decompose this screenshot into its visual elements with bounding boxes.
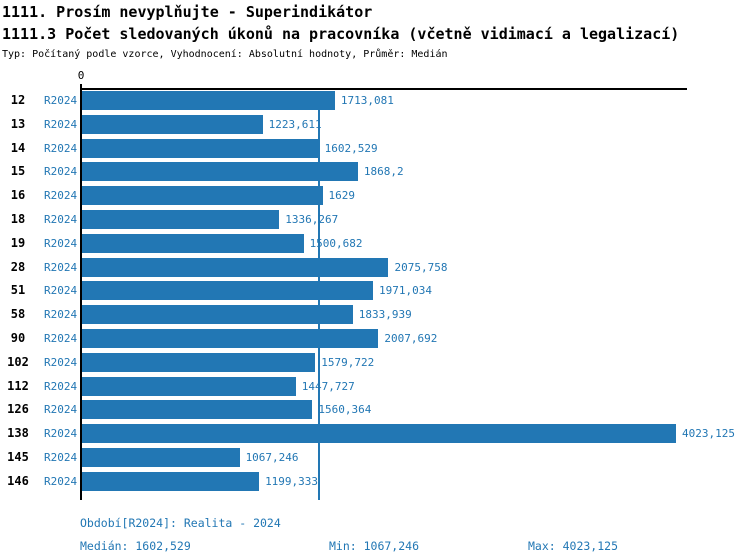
bar	[82, 376, 296, 396]
chart-row: 18 R2024 1336,267	[0, 210, 750, 229]
bar-value-label: 2075,758	[394, 260, 448, 274]
row-category-label: 18	[10, 212, 26, 226]
chart-row: 102 R2024 1579,722	[0, 352, 750, 372]
bar	[82, 400, 313, 420]
chart-row: 138 R2024 4023,125	[0, 424, 750, 444]
row-category-label: 90	[10, 331, 26, 345]
series-period-label: R2024	[44, 427, 78, 441]
series-period-label: R2024	[44, 236, 78, 250]
row-category-label: 138	[7, 426, 29, 441]
chart-row: 15 R2024 1868,2	[0, 162, 750, 182]
bar-value-label: 1713,081	[340, 94, 394, 107]
chart-row: 28 R2024 2075,758	[0, 257, 750, 277]
bar	[82, 233, 304, 253]
chart-row: 112 R2024 1447,727	[0, 376, 750, 396]
x-axis-line	[80, 88, 687, 90]
row-category-label: 28	[10, 259, 26, 274]
bar	[82, 162, 358, 182]
chart-row: 146 R2024 1199,333	[0, 471, 750, 491]
min-stat: Min: 1067,246	[329, 539, 420, 553]
chart-row: 90 R2024 2007,692	[0, 329, 750, 348]
bar-value-label: 4023,125	[682, 427, 735, 441]
x-axis-zero-tick-label: 0	[77, 69, 85, 82]
bar	[82, 138, 319, 158]
series-period-label: R2024	[44, 284, 78, 298]
bar	[82, 352, 316, 372]
chart-row: 126 R2024 1560,364	[0, 400, 750, 420]
row-category-label: 145	[7, 450, 29, 464]
row-category-label: 15	[10, 164, 26, 179]
report-subtitle: 1111.3 Počet sledovaných úkonů na pracov…	[2, 25, 680, 43]
bar-value-label: 1199,333	[265, 474, 319, 488]
bar	[82, 186, 323, 206]
series-period-label: R2024	[44, 355, 78, 369]
chart-row: 19 R2024 1500,682	[0, 233, 750, 253]
bar	[82, 329, 379, 348]
series-period-label: R2024	[44, 379, 78, 393]
bar-value-label: 1602,529	[324, 141, 378, 155]
series-period-label: R2024	[44, 117, 78, 131]
bar	[82, 257, 389, 277]
bar-value-label: 1629	[328, 189, 356, 203]
bar-value-label: 1868,2	[363, 165, 404, 179]
chart-row: 51 R2024 1971,034	[0, 281, 750, 301]
bar	[82, 305, 353, 325]
y-axis-line	[80, 84, 82, 500]
row-category-label: 51	[10, 283, 26, 298]
bar	[82, 424, 676, 444]
row-category-label: 102	[7, 354, 29, 369]
chart-row: 13 R2024 1223,611	[0, 114, 750, 134]
bar	[82, 448, 240, 467]
row-category-label: 14	[10, 140, 26, 155]
bar-value-label: 1223,611	[268, 117, 322, 131]
row-category-label: 126	[7, 402, 29, 417]
report-title: 1111. Prosím nevyplňujte - Superindikáto…	[2, 3, 373, 21]
series-period-label: R2024	[44, 141, 78, 155]
series-period-label: R2024	[44, 94, 78, 107]
series-period-label: R2024	[44, 189, 78, 203]
row-category-label: 12	[10, 93, 26, 107]
series-period-label: R2024	[44, 213, 78, 226]
bar-value-label: 1067,246	[245, 451, 299, 464]
series-period-label: R2024	[44, 403, 78, 417]
row-category-label: 112	[7, 378, 29, 393]
series-period-label: R2024	[44, 308, 78, 322]
bar	[82, 471, 260, 491]
bar-value-label: 1579,722	[321, 355, 375, 369]
bar	[82, 114, 263, 134]
chart-row: 12 R2024 1713,081	[0, 91, 750, 110]
series-period-label: R2024	[44, 260, 78, 274]
chart-row: 16 R2024 1629	[0, 186, 750, 206]
series-period-label: R2024	[44, 474, 78, 488]
report-meta: Typ: Počítaný podle vzorce, Vyhodnocení:…	[2, 49, 448, 60]
row-category-label: 16	[10, 188, 26, 203]
bar-value-label: 1971,034	[379, 284, 432, 298]
series-period-label: R2024	[44, 332, 78, 345]
chart-row: 145 R2024 1067,246	[0, 448, 750, 467]
bar	[82, 210, 280, 229]
median-stat: Medián: 1602,529	[80, 539, 191, 553]
bar-value-label: 1560,364	[318, 403, 372, 417]
bar-value-label: 1336,267	[285, 213, 339, 226]
bar-value-label: 1833,939	[358, 308, 412, 322]
series-period-label: R2024	[44, 165, 78, 179]
row-category-label: 13	[10, 116, 26, 131]
chart-row: 14 R2024 1602,529	[0, 138, 750, 158]
chart-row: 58 R2024 1833,939	[0, 305, 750, 325]
max-stat: Max: 4023,125	[528, 539, 619, 553]
period-label: Období[R2024]: Realita - 2024	[80, 516, 281, 530]
bar	[82, 281, 374, 301]
bar-value-label: 1500,682	[309, 236, 363, 250]
series-period-label: R2024	[44, 451, 78, 464]
bar-value-label: 1447,727	[301, 379, 355, 393]
row-category-label: 58	[10, 307, 26, 322]
row-category-label: 146	[7, 473, 29, 488]
bar-value-label: 2007,692	[384, 332, 438, 345]
bar	[82, 91, 335, 110]
row-category-label: 19	[10, 235, 26, 250]
